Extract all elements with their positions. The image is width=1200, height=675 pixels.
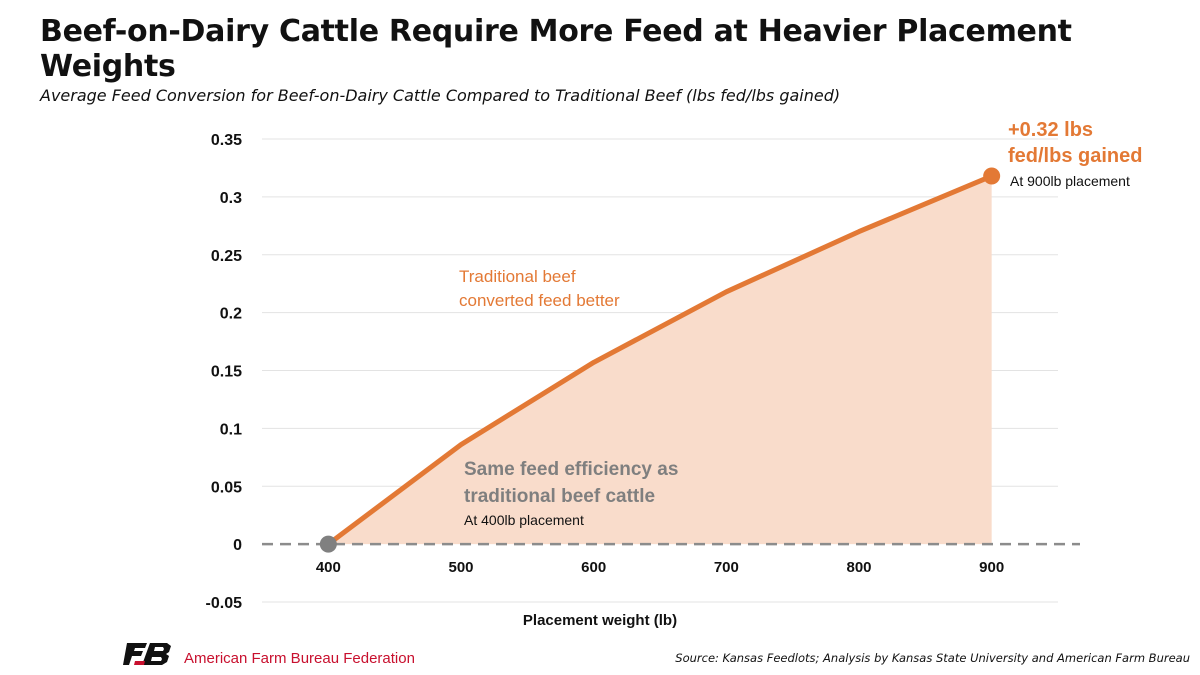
y-tick-label: 0.3 [220,190,242,207]
x-tick-label: 500 [448,559,473,576]
line-layer [325,173,995,547]
end-note: At 900lb placement [1010,173,1130,189]
end-value-line1: +0.32 lbs [1008,119,1093,141]
chart-subtitle: Average Feed Conversion for Beef-on-Dair… [40,86,841,105]
series-line [325,173,995,547]
organization-name: American Farm Bureau Federation [184,650,415,667]
start-annotation-line2: traditional beef cattle [464,486,655,507]
start-note: At 400lb placement [464,512,584,528]
tick-labels: 0.35 0.3 0.25 0.2 0.15 0.1 0.05 0 -0.05 400 500 600… [206,132,1005,612]
end-value-line2: fed/lbs gained [1008,145,1142,167]
mid-annotation-line2: converted feed better [459,291,620,310]
x-axis-label: Placement weight (lb) [523,612,677,629]
y-tick-label: -0.05 [206,595,243,612]
source-note: Source: Kansas Feedlots; Analysis by Kan… [675,651,1190,665]
end-point-marker [983,167,1001,185]
x-tick-label: 800 [846,559,871,576]
y-tick-label: 0 [233,537,242,554]
chart-title: Beef-on-Dairy Cattle Require More Feed a… [40,14,1072,84]
afbf-logo-icon [123,643,171,665]
x-tick-label: 600 [581,559,606,576]
y-tick-label: 0.1 [220,421,242,438]
y-tick-label: 0.05 [211,479,242,496]
y-tick-label: 0.15 [211,364,242,381]
start-point-marker [319,535,337,553]
x-tick-label: 400 [316,559,341,576]
mid-annotation-line1: Traditional beef [459,267,576,286]
x-tick-label: 700 [714,559,739,576]
y-tick-label: 0.25 [211,248,242,265]
markers [319,167,1001,553]
shaded-area [328,176,992,545]
y-tick-label: 0.35 [211,132,242,149]
y-tick-label: 0.2 [220,306,242,323]
start-annotation-line1: Same feed efficiency as [464,459,678,480]
x-tick-label: 900 [979,559,1004,576]
area-layer [328,176,992,545]
